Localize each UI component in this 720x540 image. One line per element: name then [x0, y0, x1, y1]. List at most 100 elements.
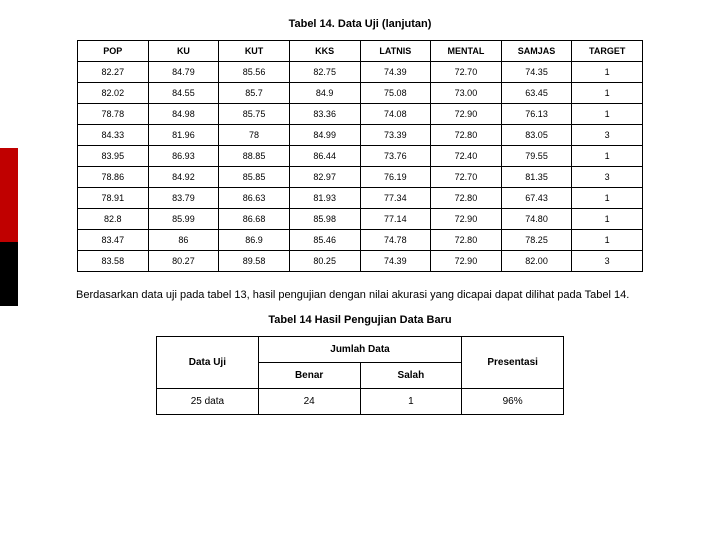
table-row: 83.9586.9388.8586.4473.7672.4079.551 [78, 146, 643, 167]
table-cell: 72.70 [431, 62, 502, 83]
table-cell: 77.14 [360, 209, 431, 230]
table-cell: 75.08 [360, 83, 431, 104]
table-cell: 82.00 [501, 251, 572, 272]
table-row: 84.3381.967884.9973.3972.8083.053 [78, 125, 643, 146]
table-cell: 86.9 [219, 230, 290, 251]
table-cell: 82.97 [289, 167, 360, 188]
table-row: 82.2784.7985.5682.7574.3972.7074.351 [78, 62, 643, 83]
table-cell: 81.93 [289, 188, 360, 209]
table-cell: 74.39 [360, 251, 431, 272]
table-cell: 1 [572, 209, 643, 230]
table-cell: 85.46 [289, 230, 360, 251]
table-cell: 1 [572, 230, 643, 251]
table-cell: 72.90 [431, 251, 502, 272]
col-pop: POP [78, 41, 149, 62]
table-cell: 86.93 [148, 146, 219, 167]
table-cell: 82.8 [78, 209, 149, 230]
table-cell: 84.79 [148, 62, 219, 83]
table-cell: 67.43 [501, 188, 572, 209]
table-row: 82.885.9986.6885.9877.1472.9074.801 [78, 209, 643, 230]
table-row: 83.5880.2789.5880.2574.3972.9082.003 [78, 251, 643, 272]
table-cell: 81.35 [501, 167, 572, 188]
table-cell: 78.86 [78, 167, 149, 188]
table-cell: 84.98 [148, 104, 219, 125]
table-cell: 72.80 [431, 125, 502, 146]
table-cell: 78 [219, 125, 290, 146]
table-cell: 89.58 [219, 251, 290, 272]
table-cell: 82.02 [78, 83, 149, 104]
table1-caption: Tabel 14. Data Uji (lanjutan) [36, 18, 684, 30]
table-cell: 1 [572, 62, 643, 83]
table-cell: 83.95 [78, 146, 149, 167]
table-cell: 72.90 [431, 209, 502, 230]
table-cell: 77.34 [360, 188, 431, 209]
table-cell: 72.80 [431, 188, 502, 209]
table-cell: 72.40 [431, 146, 502, 167]
cell-benar: 24 [258, 389, 360, 415]
col-ku: KU [148, 41, 219, 62]
col-latnis: LATNIS [360, 41, 431, 62]
table-cell: 86.63 [219, 188, 290, 209]
table-cell: 72.90 [431, 104, 502, 125]
table-cell: 73.76 [360, 146, 431, 167]
col-kks: KKS [289, 41, 360, 62]
table-cell: 85.75 [219, 104, 290, 125]
table-cell: 86 [148, 230, 219, 251]
table-cell: 78.91 [78, 188, 149, 209]
col-mental: MENTAL [431, 41, 502, 62]
table-cell: 3 [572, 167, 643, 188]
table-cell: 84.55 [148, 83, 219, 104]
table-cell: 82.75 [289, 62, 360, 83]
table-cell: 74.39 [360, 62, 431, 83]
table-cell: 86.44 [289, 146, 360, 167]
table-cell: 76.13 [501, 104, 572, 125]
col-benar: Benar [258, 363, 360, 389]
table-cell: 83.05 [501, 125, 572, 146]
table-cell: 80.27 [148, 251, 219, 272]
table-cell: 83.58 [78, 251, 149, 272]
table-cell: 1 [572, 83, 643, 104]
table-cell: 84.33 [78, 125, 149, 146]
table-cell: 3 [572, 251, 643, 272]
table-cell: 72.70 [431, 167, 502, 188]
paragraph-text: Berdasarkan data uji pada tabel 13, hasi… [48, 284, 672, 306]
data-table-2: Data Uji Jumlah Data Presentasi Benar Sa… [156, 336, 564, 415]
table-cell: 76.19 [360, 167, 431, 188]
table-row: 78.7884.9885.7583.3674.0872.9076.131 [78, 104, 643, 125]
cell-presentasi: 96% [462, 389, 564, 415]
table-cell: 82.27 [78, 62, 149, 83]
table-cell: 85.56 [219, 62, 290, 83]
table-cell: 3 [572, 125, 643, 146]
table-cell: 78.25 [501, 230, 572, 251]
col-kut: KUT [219, 41, 290, 62]
table-cell: 85.85 [219, 167, 290, 188]
table-cell: 63.45 [501, 83, 572, 104]
table-row: 82.0284.5585.784.975.0873.0063.451 [78, 83, 643, 104]
col-presentasi: Presentasi [462, 337, 564, 389]
table-cell: 84.92 [148, 167, 219, 188]
table-cell: 86.68 [219, 209, 290, 230]
col-salah: Salah [360, 363, 462, 389]
table-cell: 74.08 [360, 104, 431, 125]
table-row: 78.8684.9285.8582.9776.1972.7081.353 [78, 167, 643, 188]
table-cell: 79.55 [501, 146, 572, 167]
table-cell: 74.80 [501, 209, 572, 230]
table-row: 83.478686.985.4674.7872.8078.251 [78, 230, 643, 251]
col-jumlah-data: Jumlah Data [258, 337, 462, 363]
col-target: TARGET [572, 41, 643, 62]
table-cell: 83.36 [289, 104, 360, 125]
table-cell: 1 [572, 188, 643, 209]
table-cell: 83.47 [78, 230, 149, 251]
table-cell: 83.79 [148, 188, 219, 209]
table-cell: 72.80 [431, 230, 502, 251]
table-cell: 80.25 [289, 251, 360, 272]
table-cell: 73.00 [431, 83, 502, 104]
table-cell: 81.96 [148, 125, 219, 146]
table-cell: 78.78 [78, 104, 149, 125]
table-cell: 74.78 [360, 230, 431, 251]
table-cell: 1 [572, 104, 643, 125]
table-cell: 73.39 [360, 125, 431, 146]
cell-salah: 1 [360, 389, 462, 415]
data-table-1: POP KU KUT KKS LATNIS MENTAL SAMJAS TARG… [77, 40, 643, 272]
table-cell: 85.7 [219, 83, 290, 104]
